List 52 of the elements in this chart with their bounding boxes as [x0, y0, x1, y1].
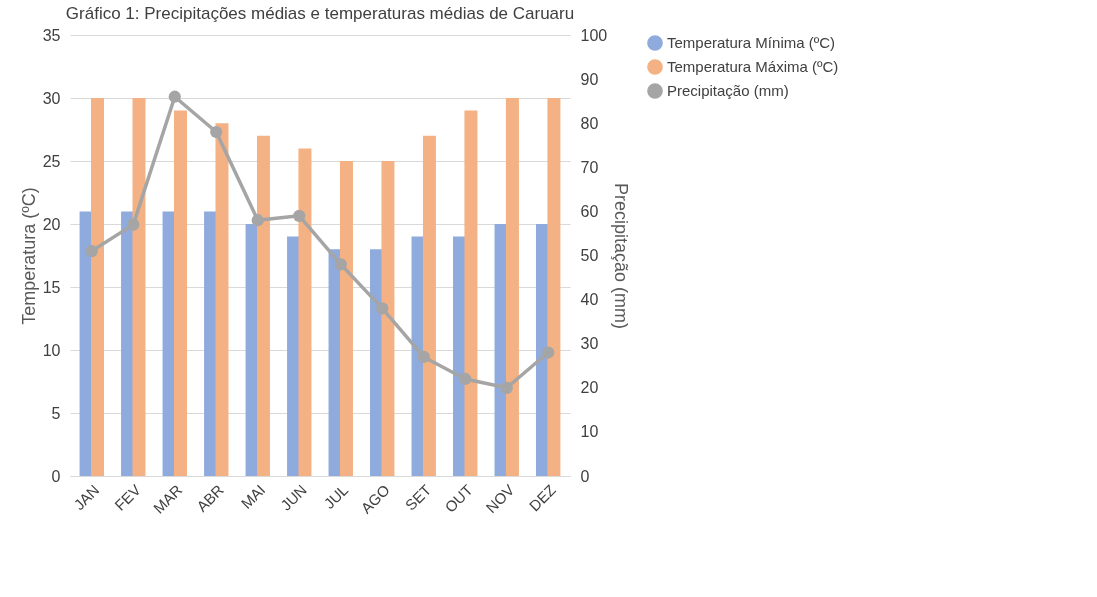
x-tick-label: MAI: [237, 481, 269, 512]
bar: [422, 135, 436, 476]
y2-tick-label: 50: [580, 247, 599, 264]
bar: [298, 148, 312, 476]
y2-tick-label: 10: [580, 423, 599, 441]
point: [127, 218, 140, 231]
legend-label: Temperatura Mínima (ºC): [667, 34, 836, 51]
y-tick-label: 15: [42, 278, 61, 296]
point: [168, 90, 181, 103]
y2-tick-label: 100: [580, 26, 608, 44]
y2-tick-label: 60: [580, 202, 599, 220]
point: [459, 372, 472, 386]
y2-tick-label: 80: [580, 114, 599, 132]
bar: [547, 98, 561, 476]
legend-label: Temperatura Máxima (ºC): [667, 58, 839, 75]
y-tick-label: 35: [42, 26, 61, 44]
point: [251, 214, 264, 227]
point: [376, 302, 389, 315]
bar: [464, 110, 478, 476]
y-tick-label: 20: [42, 215, 61, 233]
bar: [381, 161, 395, 476]
y2-axis-title: Precipitação (mm): [611, 182, 632, 330]
point: [210, 125, 223, 139]
y-tick-label: 25: [42, 152, 61, 170]
point: [500, 381, 513, 394]
y-tick-label: 0: [51, 467, 61, 485]
x-tick-label: JAN: [70, 481, 103, 514]
x-tick-label: JUL: [320, 481, 352, 512]
point: [542, 346, 555, 359]
y2-tick-label: 70: [580, 158, 599, 176]
point: [417, 350, 430, 364]
y-tick-label: 30: [42, 89, 61, 107]
chart-title: Gráfico 1: Precipitações médias e temperaturas médias de Caruaru: [65, 4, 575, 23]
y-axis-title: Temperatura (ºC): [18, 187, 39, 325]
bar: [339, 161, 353, 476]
bar: [90, 98, 104, 476]
y2-tick-label: 20: [580, 379, 599, 397]
bar: [215, 123, 229, 476]
y-tick-label: 10: [42, 341, 61, 359]
point: [334, 258, 347, 271]
bar: [505, 98, 519, 476]
bar: [173, 110, 187, 476]
bar: [132, 98, 146, 476]
y2-tick-label: 30: [580, 335, 599, 353]
point: [293, 209, 306, 222]
y-tick-label: 5: [51, 404, 61, 422]
y2-tick-label: 40: [580, 291, 599, 309]
bar: [256, 135, 270, 476]
y2-tick-label: 90: [580, 70, 599, 88]
legend-label: Precipitação (mm): [667, 82, 789, 99]
y2-tick-label: 0: [580, 467, 590, 485]
point: [85, 244, 98, 258]
